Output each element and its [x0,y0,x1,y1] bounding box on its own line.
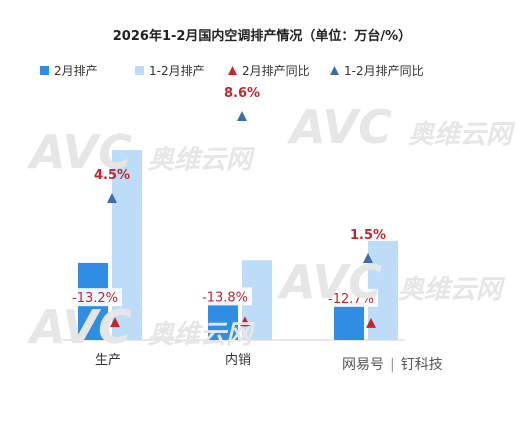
legend-label-0: 2月排产 [54,64,98,78]
source-platform: 网易号 [342,357,384,373]
yoy-feb-marker-2 [366,317,376,328]
yoy-feb-marker-0 [110,317,120,328]
source-separator: | [390,357,395,373]
bar-2-2 [334,301,364,340]
chart-title: 2026年1-2月国内空调排产情况（单位：万台/%） [113,28,411,44]
yoy-cumulative-label-0: 4.5% [94,168,130,183]
yoy-feb-label-2: -12.7% [328,292,374,307]
yoy-feb-label-0: -13.2% [72,291,118,306]
yoy-feb-label-box-2 [324,288,378,307]
category-label-1: 内销 [225,352,251,368]
legend-label-1: 1-2月排产 [149,64,205,78]
category-label-0: 生产 [95,353,121,368]
legend-label-3: 1-2月排产同比 [344,64,424,78]
plot-area: 生产 内销 -13.2% -13.8% -12.7% 4.5% 8.6% 1.5% [62,86,405,368]
yoy-feb-marker-1 [240,316,250,327]
yoy-feb-label-box-0 [68,288,122,307]
legend-marker-2 [228,66,237,75]
source-author: 钉科技 [400,357,443,373]
yoy-feb-label-box-1 [198,287,252,306]
legend-swatch-0 [40,66,49,75]
source-credit: 网易号 | 钉科技 [342,354,443,374]
bar-1-2-0 [112,150,142,340]
legend: 2月排产 1-2月排产 2月排产同比 1-2月排产同比 [40,64,424,78]
legend-label-2: 2月排产同比 [242,64,310,78]
legend-swatch-1 [135,66,144,75]
yoy-cumulative-marker-2 [363,253,373,263]
yoy-feb-label-1: -13.8% [202,290,248,305]
yoy-cumulative-label-1: 8.6% [224,86,260,101]
yoy-cumulative-label-2: 1.5% [350,228,386,243]
yoy-cumulative-marker-1 [237,111,247,121]
yoy-cumulative-marker-0 [107,193,117,203]
bar-2-1 [208,301,238,340]
legend-marker-3 [330,66,339,75]
